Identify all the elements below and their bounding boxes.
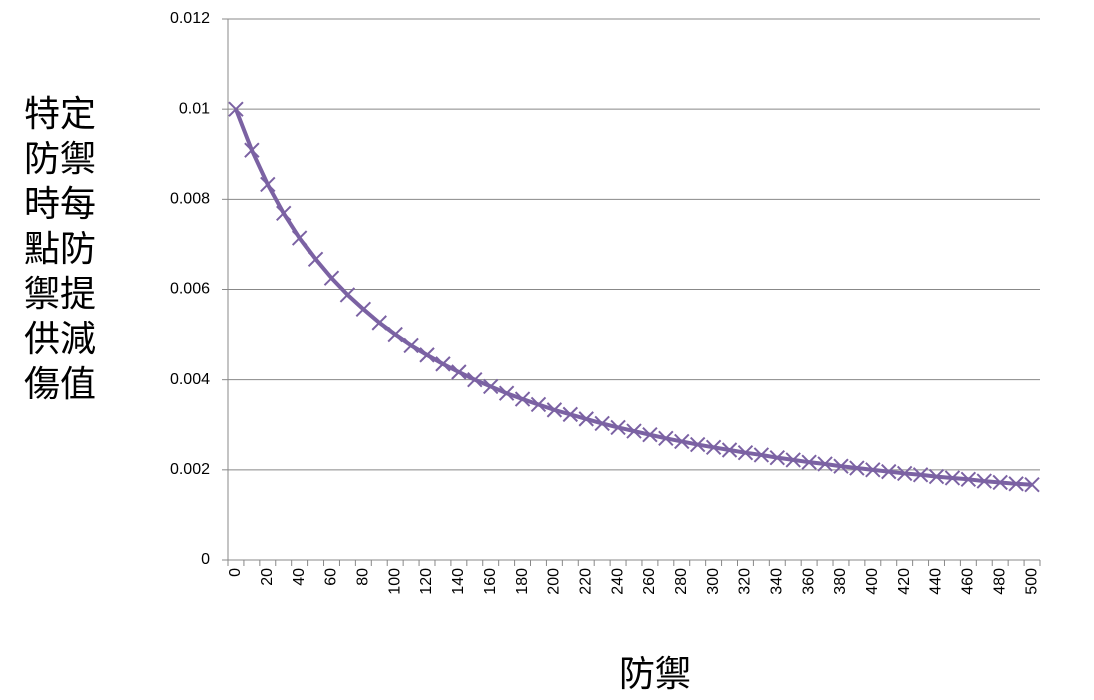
y-tick-label: 0.002: [170, 461, 210, 478]
x-tick-label: 240: [609, 568, 626, 595]
x-axis-label: 防禦: [618, 654, 691, 695]
marker: [355, 301, 372, 318]
marker: [419, 347, 435, 363]
chart: 0 0.002 0.004 0.006 0.008 0.01 0.012 0 20 40 60 80 1…: [170, 10, 1041, 595]
marker: [1024, 477, 1040, 493]
x-tick-label: 320: [737, 568, 754, 595]
x-tick-label: 500: [1023, 568, 1040, 595]
marker: [244, 142, 260, 158]
marker: [228, 101, 244, 117]
marker: [737, 444, 754, 461]
marker: [960, 471, 977, 488]
y-tick-label: 0: [201, 551, 210, 568]
marker: [403, 337, 419, 354]
marker: [801, 454, 817, 470]
marker: [1008, 476, 1024, 492]
x-tick-label: 120: [418, 568, 435, 595]
x-tick-label: 180: [514, 568, 531, 595]
marker: [705, 439, 722, 455]
marker: [992, 474, 1008, 491]
marker: [642, 426, 658, 443]
marker: [689, 436, 706, 453]
x-tick-label: 60: [323, 568, 340, 586]
marker: [610, 419, 626, 436]
x-tick-label: 480: [991, 568, 1008, 595]
marker: [817, 456, 833, 472]
marker: [785, 452, 801, 468]
marker: [291, 230, 308, 246]
y-tick-label: 0.004: [170, 371, 210, 388]
marker: [865, 462, 881, 478]
y-tick-label: 0.006: [170, 281, 210, 298]
marker: [912, 467, 929, 483]
marker: [881, 463, 897, 480]
marker: [769, 449, 786, 466]
marker: [594, 415, 610, 432]
marker: [896, 465, 913, 482]
y-tick-label: 0.01: [179, 100, 210, 117]
marker: [387, 326, 403, 343]
x-tick-label: 40: [291, 568, 308, 586]
marker: [435, 356, 451, 372]
x-tick-label: 280: [673, 568, 690, 595]
x-tick-label: 300: [705, 568, 722, 595]
marker: [482, 378, 499, 395]
marker: [451, 364, 467, 380]
x-tick-label: 140: [450, 568, 467, 595]
x-tick-label: 20: [259, 568, 276, 586]
y-tick-label: 0.008: [170, 191, 210, 208]
x-tick-label: 200: [546, 568, 563, 595]
marker: [674, 433, 690, 450]
marker: [530, 396, 547, 413]
y-axis-label: 特定防禦時每點防禦提供減傷值: [24, 94, 97, 405]
marker: [276, 205, 292, 222]
marker: [546, 402, 563, 418]
marker: [307, 251, 324, 268]
marker: [721, 442, 738, 458]
x-tick-label: 100: [386, 568, 403, 595]
x-tick-label: 0: [227, 568, 244, 577]
x-tick-label: 340: [769, 568, 786, 595]
x-tick-label: 160: [482, 568, 499, 595]
marker: [753, 447, 770, 463]
marker: [514, 391, 531, 407]
x-tick-label: 400: [864, 568, 881, 595]
x-tick-label: 440: [928, 568, 945, 595]
marker: [467, 371, 483, 388]
marker: [944, 470, 961, 486]
marker: [371, 315, 387, 331]
line: [234, 108, 1033, 487]
marker: [339, 287, 356, 303]
x-tick-label: 460: [960, 568, 977, 595]
marker: [849, 460, 865, 476]
x-tick-label: 80: [355, 568, 372, 586]
marker: [260, 176, 276, 193]
marker: [626, 423, 642, 439]
marker: [928, 468, 945, 485]
marker: [658, 430, 674, 446]
x-tick-label: 260: [641, 568, 658, 595]
x-tick-label: 360: [800, 568, 817, 595]
marker: [498, 385, 515, 401]
x-tick-label: 420: [896, 568, 913, 595]
x-tick-label: 220: [577, 568, 594, 595]
marker: [323, 270, 340, 286]
marker: [578, 411, 594, 427]
y-tick-label: 0.012: [170, 10, 210, 27]
marker: [562, 406, 579, 423]
marker: [976, 473, 992, 489]
marker: [833, 458, 849, 474]
x-tick-label: 380: [832, 568, 849, 595]
